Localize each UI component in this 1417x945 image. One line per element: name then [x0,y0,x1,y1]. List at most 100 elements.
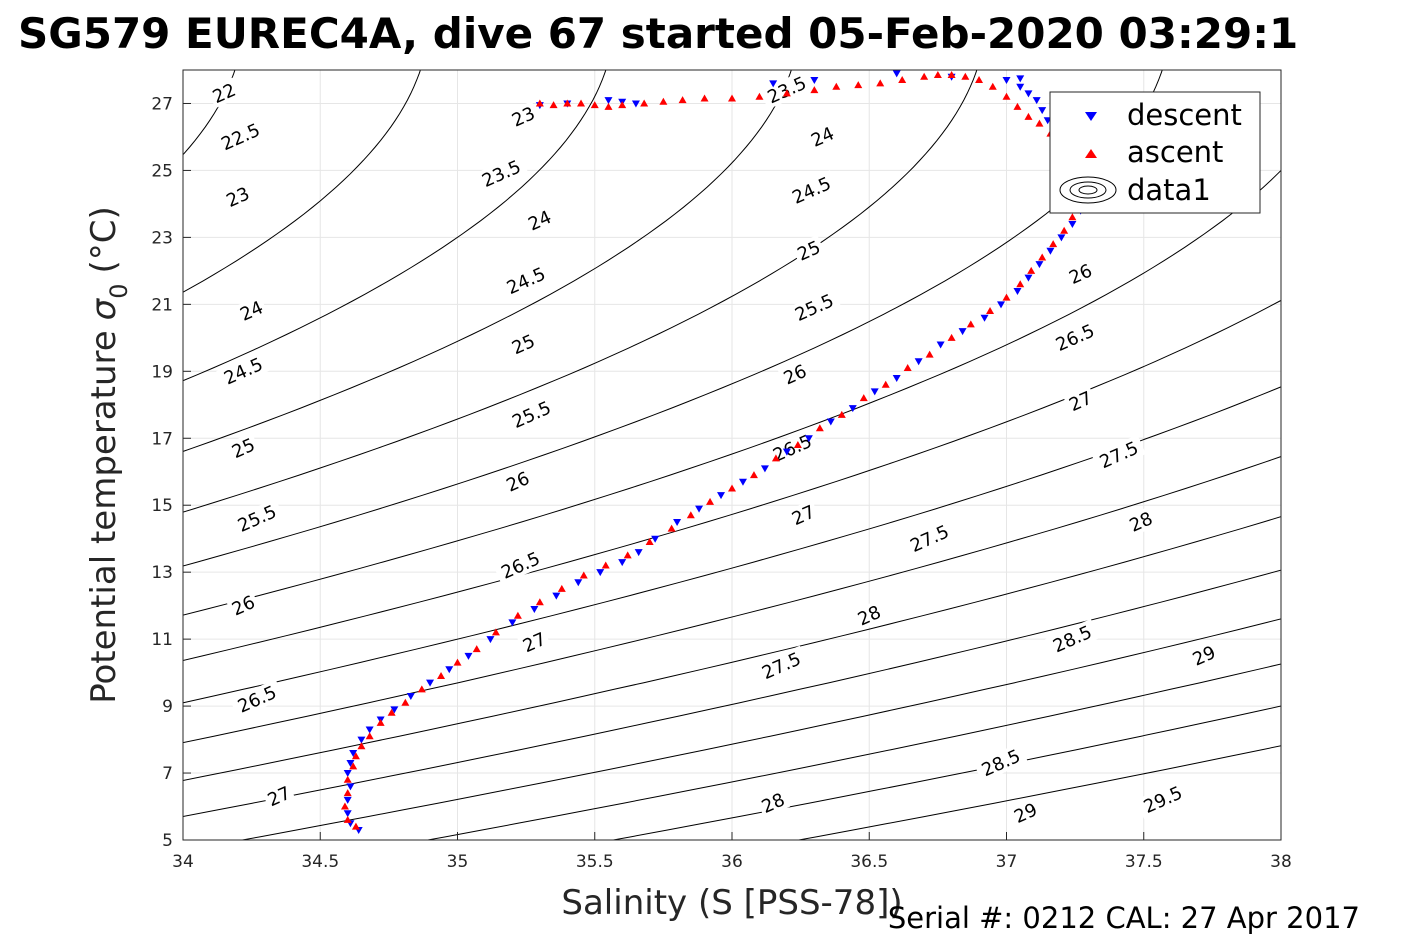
descent-marker [634,549,643,557]
contour-label-bg [765,428,820,468]
ascent-marker [810,86,819,94]
ascent-marker [961,72,970,80]
contour-label: 24 [805,121,840,152]
x-axis-ticks: 34 34.5 35 35.5 36 36.5 37 37.5 38 [172,832,1292,872]
contour-label: 26.5 [493,545,548,585]
descent-marker [997,301,1006,309]
y-axis-label-symbol: σ [84,297,124,320]
ascent-marker [1049,240,1058,248]
contour-line [610,705,1281,840]
y-tick-label: 23 [151,228,173,248]
descent-marker [958,328,967,336]
ascent-marker [577,99,586,107]
y-axis-label-subscript: 0 [105,283,133,298]
contour-label-text: 25.5 [792,290,837,325]
contour-label-text: 23.5 [479,157,524,192]
contour-label: 27.5 [902,518,957,559]
contour-label-bg [777,358,812,390]
contour-label: 26.5 [229,679,285,719]
ascent-marker [1060,226,1069,234]
contour-label-bg [1008,797,1043,829]
ascent-marker [966,320,975,328]
ascent-marker [645,538,654,546]
contour-label-text: 25.5 [235,501,280,536]
contour-label-bg [1045,618,1100,659]
descent-marker [426,679,435,687]
ascent-marker [1027,266,1036,274]
descent-marker [1016,83,1025,91]
y-tick-label: 13 [151,563,173,583]
descent-marker [892,70,901,78]
contour-line [183,70,978,513]
contour-label-bg [759,69,814,110]
contour-label: 27.5 [754,645,809,686]
ascent-marker [749,471,758,479]
ascent-marker [343,789,352,797]
contour-label-bg [754,645,809,686]
x-tick-label: 37 [996,852,1018,872]
contour-label-bg [1047,317,1103,358]
legend-box [1049,91,1261,214]
descent-marker [914,358,923,366]
descent-marker [769,80,778,88]
descent-marker [826,418,835,426]
ascent-marker [903,363,912,371]
contour-label: 26 [500,466,535,497]
descent-marker [1024,90,1033,98]
contour-label-bg [216,351,271,391]
ascent-marker [728,484,736,492]
ascent-marker [837,410,846,418]
ascent-marker [1013,102,1022,110]
descent-marker [1002,77,1011,85]
contour-label: 25.5 [229,498,285,538]
contour-label-bg [213,116,268,157]
contour-label-text: 24.5 [789,173,834,208]
descent-marker [343,770,352,778]
descent-marker [810,77,819,85]
descent-marker [1038,107,1047,115]
contour-label: 23 [220,181,255,213]
ascent-marker [1035,119,1044,127]
y-tick-label: 15 [151,496,173,516]
descent-marker [530,606,539,613]
contour-label: 22.5 [213,116,268,157]
descent-marker [1032,97,1041,105]
descent-marker [346,760,355,767]
ascent-marker [535,598,544,606]
contour-label-bg [500,466,535,497]
ascent-marker [988,82,997,90]
ascent-marker [351,822,360,830]
contour-line [183,516,1281,781]
ascent-marker [590,101,599,109]
contour-label-text: 26.5 [1053,321,1098,356]
descent-marker [552,592,561,600]
descent-marker [486,636,495,644]
contour-label-bg [786,499,821,531]
ascent-marker [947,333,956,341]
descent-marker [508,619,517,627]
x-tick-label: 34 [172,852,194,872]
ascent-marker [387,708,396,716]
contour-label-bg [1186,640,1221,671]
contour-label-text: 24.5 [221,354,266,389]
contour-label-bg [522,204,557,236]
contour-label-bg [1135,779,1190,820]
ascent-marker [491,628,500,636]
contour-label: 27.5 [1091,434,1146,475]
contour-label-bg [474,153,529,194]
ascent-marker [667,524,676,532]
ascent-marker [535,99,544,107]
ascent-marker [604,102,613,110]
contour-label: 26.5 [1047,317,1103,358]
x-tick-label: 34.5 [301,852,339,872]
contour-line [183,70,421,293]
descent-marker [936,341,945,349]
ascent-marker [1024,112,1033,120]
descent-marker [1024,274,1033,282]
contour-line [183,70,607,382]
y-tick-label: 27 [151,94,173,114]
contour-label-bg [1063,258,1098,290]
ascent-marker [706,497,715,505]
ascent-marker [975,76,984,84]
